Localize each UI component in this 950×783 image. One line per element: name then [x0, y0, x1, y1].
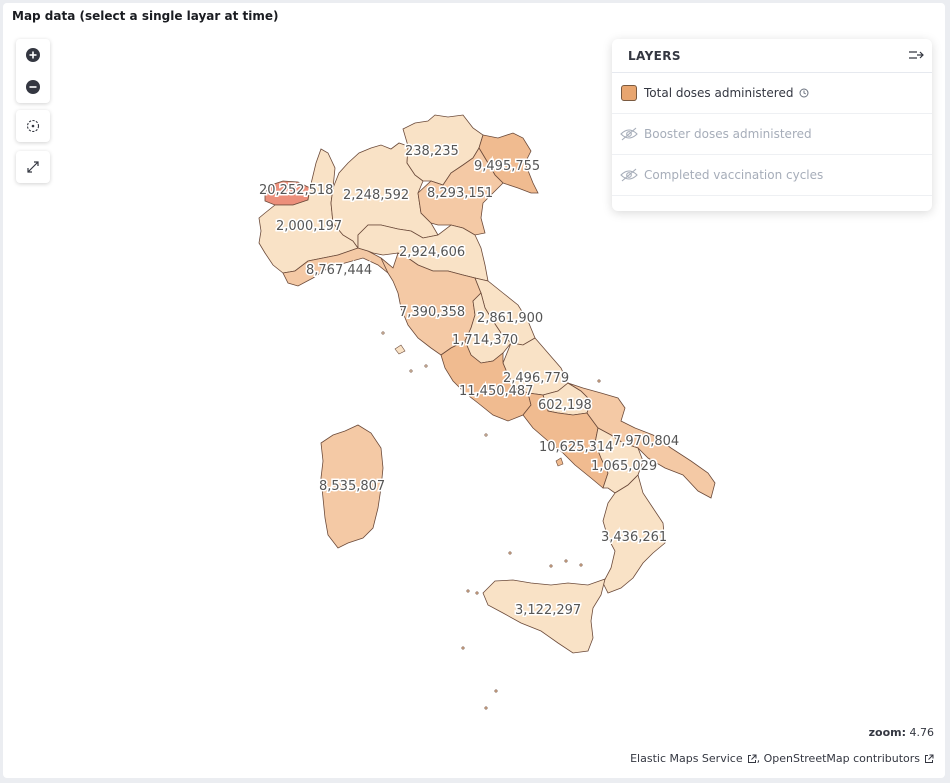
external-link-icon: [747, 754, 757, 763]
region-calabria[interactable]: [602, 474, 666, 594]
region-label: 20,252,518: [259, 183, 333, 198]
panel-title: Map data (select a single layar at time): [12, 9, 279, 23]
layers-title: LAYERS: [628, 49, 681, 63]
layer-label: Total doses administered: [644, 86, 809, 100]
region-veneto[interactable]: [417, 147, 504, 236]
island-dot: [549, 564, 553, 568]
island-dot: [597, 379, 601, 383]
ems-attribution-link[interactable]: Elastic Maps Service: [630, 752, 757, 765]
zoom-in-button[interactable]: [16, 39, 50, 71]
layer-completed-cycles[interactable]: Completed vaccination cycles: [612, 155, 932, 196]
osm-attribution-link[interactable]: OpenStreetMap contributors: [764, 752, 934, 765]
region-sardegna[interactable]: [320, 424, 384, 549]
region-label: 2,861,900: [477, 311, 543, 326]
region-label: 1,714,370: [452, 333, 518, 348]
region-label: 1,065,029: [591, 459, 657, 474]
expand-icon: [27, 161, 39, 173]
eye-closed-icon: [620, 168, 638, 182]
island-dot: [494, 689, 498, 693]
region-label: 2,924,606: [399, 245, 465, 260]
layer-color-swatch: [621, 85, 637, 101]
region-label: 2,496,779: [503, 371, 569, 386]
minus-icon: [26, 80, 40, 94]
region-label: 8,293,151: [427, 186, 493, 201]
island-dot: [466, 589, 470, 593]
island-dot: [564, 559, 568, 563]
region-label: 7,390,358: [399, 305, 465, 320]
map-attribution: Elastic Maps Service , OpenStreetMap con…: [630, 752, 934, 765]
external-link-icon: [925, 754, 934, 763]
locate-button[interactable]: [16, 110, 50, 142]
region-lazio[interactable]: [440, 340, 532, 422]
island-dot: [484, 433, 488, 437]
layers-header: LAYERS: [612, 39, 932, 73]
region-label: 3,122,297: [515, 603, 581, 618]
region-label: 238,235: [405, 144, 459, 159]
region-label: 3,436,261: [601, 530, 667, 545]
collapse-panel-icon[interactable]: [908, 48, 924, 67]
region-label: 2,000,197: [276, 219, 342, 234]
island-dot: [409, 369, 413, 373]
island-dot: [508, 551, 512, 555]
zoom-controls: [16, 39, 50, 103]
clock-icon: [799, 88, 809, 98]
region-label: 11,450,487: [459, 384, 533, 399]
zoom-indicator: zoom: 4.76: [868, 726, 934, 739]
island-dot: [461, 646, 465, 650]
plus-icon: [26, 48, 40, 62]
island-elba: [394, 344, 406, 355]
layer-label: Completed vaccination cycles: [644, 168, 824, 182]
island-capri: [555, 457, 564, 467]
region-label: 2,248,592: [343, 188, 409, 203]
italy-choropleth-map[interactable]: 20,252,518 2,000,197 2,248,592 238,235 9…: [3, 3, 945, 778]
region-label: 602,198: [538, 398, 592, 413]
eye-closed-icon: [620, 127, 638, 141]
map-panel: Map data (select a single layar at time): [3, 3, 945, 778]
island-dot: [424, 364, 428, 368]
island-dot: [484, 706, 488, 710]
layers-panel: LAYERS Total doses administered: [612, 39, 932, 211]
region-label: 9,495,755: [474, 159, 540, 174]
island-dot: [381, 331, 385, 335]
island-dot: [475, 591, 479, 595]
region-label: 7,970,804: [613, 434, 679, 449]
layer-booster-doses[interactable]: Booster doses administered: [612, 114, 932, 155]
layer-total-doses[interactable]: Total doses administered: [612, 73, 932, 114]
island-dot: [579, 563, 583, 567]
fullscreen-control: [16, 151, 50, 183]
layer-label: Booster doses administered: [644, 127, 812, 141]
zoom-out-button[interactable]: [16, 71, 50, 103]
locate-control: [16, 110, 50, 142]
crosshair-icon: [26, 119, 40, 133]
region-sicilia[interactable]: [482, 578, 606, 654]
region-label: 8,767,444: [306, 263, 372, 278]
fullscreen-button[interactable]: [16, 151, 50, 183]
region-label: 8,535,807: [319, 479, 385, 494]
region-label: 10,625,314: [539, 440, 613, 455]
